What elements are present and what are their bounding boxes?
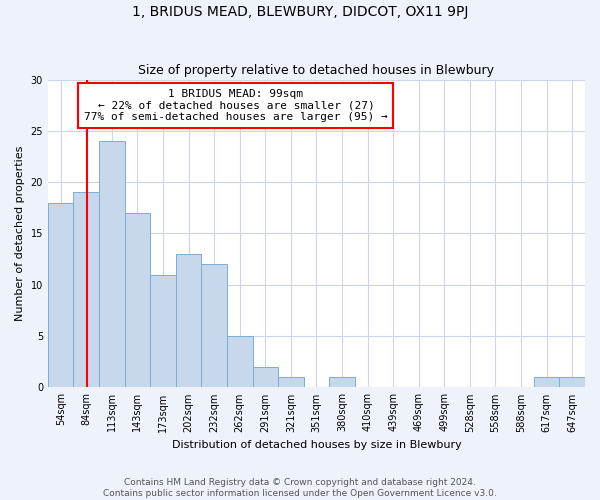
Bar <box>253 367 278 388</box>
Bar <box>227 336 253 388</box>
Text: Contains HM Land Registry data © Crown copyright and database right 2024.
Contai: Contains HM Land Registry data © Crown c… <box>103 478 497 498</box>
X-axis label: Distribution of detached houses by size in Blewbury: Distribution of detached houses by size … <box>172 440 461 450</box>
Bar <box>48 202 73 388</box>
Bar <box>329 377 355 388</box>
Y-axis label: Number of detached properties: Number of detached properties <box>15 146 25 321</box>
Bar <box>150 274 176 388</box>
Bar <box>559 377 585 388</box>
Bar <box>73 192 99 388</box>
Bar <box>202 264 227 388</box>
Bar <box>278 377 304 388</box>
Title: Size of property relative to detached houses in Blewbury: Size of property relative to detached ho… <box>139 64 494 77</box>
Bar <box>99 141 125 388</box>
Bar <box>176 254 202 388</box>
Bar <box>125 213 150 388</box>
Text: 1 BRIDUS MEAD: 99sqm
← 22% of detached houses are smaller (27)
77% of semi-detac: 1 BRIDUS MEAD: 99sqm ← 22% of detached h… <box>84 89 388 122</box>
Text: 1, BRIDUS MEAD, BLEWBURY, DIDCOT, OX11 9PJ: 1, BRIDUS MEAD, BLEWBURY, DIDCOT, OX11 9… <box>132 5 468 19</box>
Bar <box>534 377 559 388</box>
